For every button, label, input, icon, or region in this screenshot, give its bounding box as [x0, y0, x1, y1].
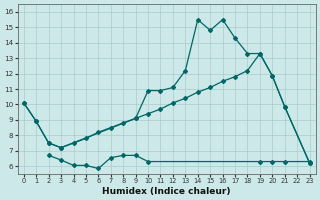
X-axis label: Humidex (Indice chaleur): Humidex (Indice chaleur): [102, 187, 231, 196]
